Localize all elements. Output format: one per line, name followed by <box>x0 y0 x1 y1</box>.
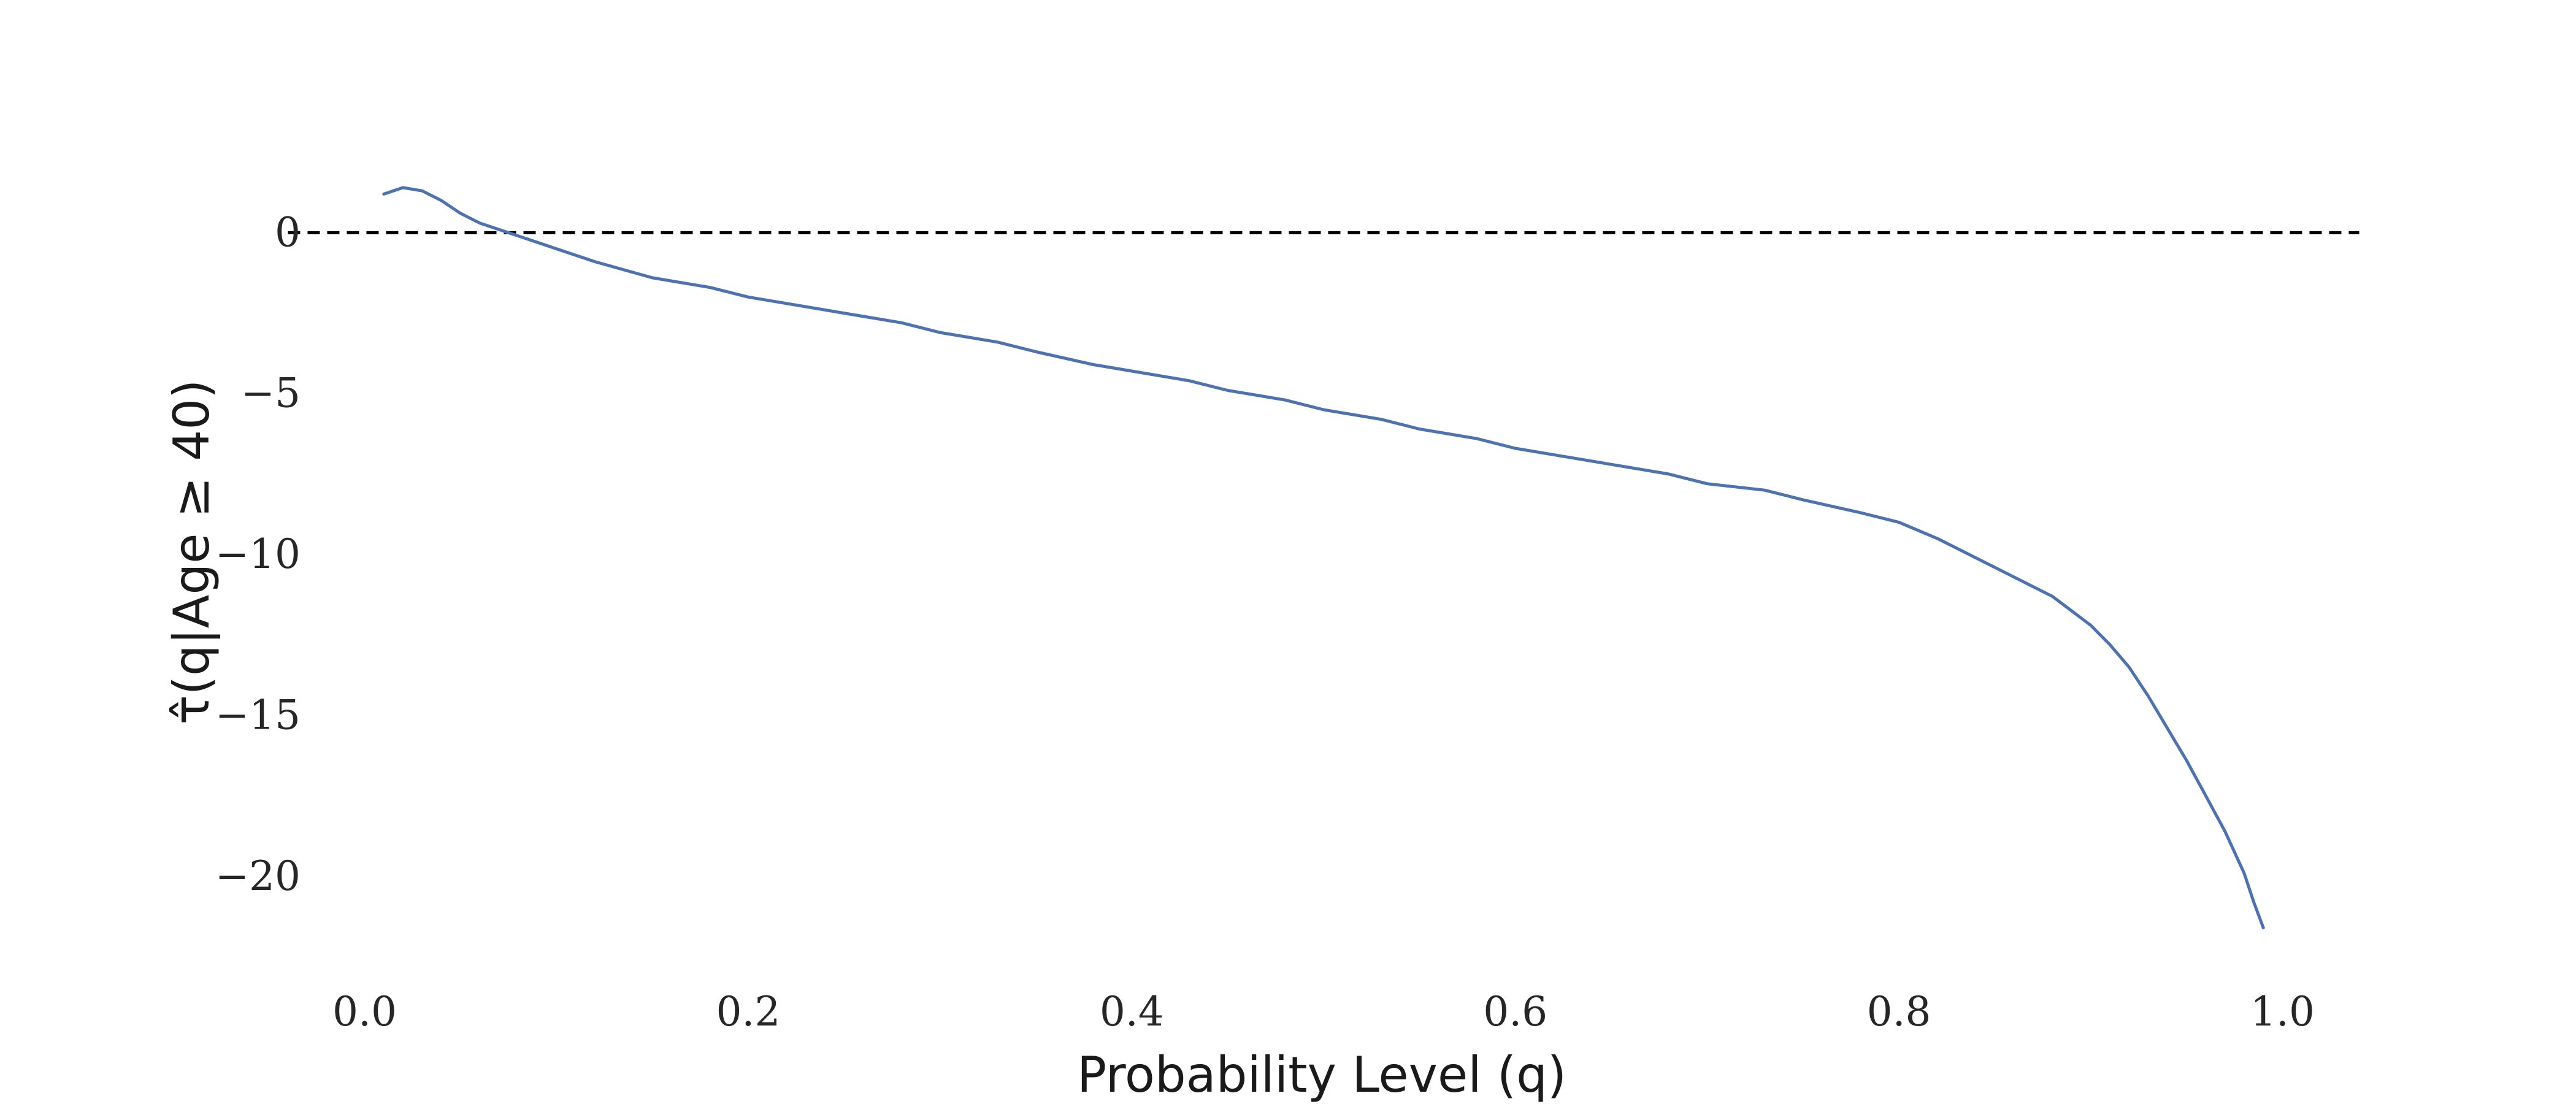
data-point <box>478 222 481 224</box>
data-point <box>1380 418 1382 421</box>
data-point <box>1476 437 1478 440</box>
x-axis-ticks: 0.0 0.2 0.4 0.6 0.8 1.0 <box>332 988 2315 1035</box>
data-point <box>708 286 711 289</box>
data-point <box>383 193 385 195</box>
data-point <box>1706 483 1708 485</box>
data-point <box>1130 370 1133 372</box>
x-tick-label: 0.4 <box>1100 988 1164 1035</box>
data-point <box>1860 512 1862 514</box>
data-point <box>1668 473 1670 475</box>
data-point <box>843 312 845 315</box>
data-point <box>2166 727 2169 729</box>
data-point <box>440 199 443 202</box>
data-point <box>2147 695 2150 697</box>
data-point <box>594 261 596 263</box>
data-point <box>1514 447 1517 450</box>
x-tick-label: 1.0 <box>2250 988 2315 1035</box>
data-point <box>1802 499 1804 501</box>
data-point <box>1572 457 1574 459</box>
data-point <box>536 241 539 243</box>
data-point <box>2262 927 2264 929</box>
x-tick-label: 0.8 <box>1867 988 1931 1035</box>
data-point <box>2051 595 2053 597</box>
y-tick-label: −15 <box>215 691 301 738</box>
series-line <box>382 186 2265 930</box>
y-tick-label: −10 <box>215 531 301 578</box>
y-axis-title: τ̂(q|Age ≥ 40) <box>163 380 221 725</box>
x-tick-label: 0.2 <box>716 988 780 1035</box>
data-point <box>747 296 749 298</box>
data-point <box>402 186 404 189</box>
data-point <box>1227 389 1229 392</box>
x-tick-label: 0.0 <box>332 988 397 1035</box>
data-point <box>996 341 999 343</box>
data-point <box>555 248 558 250</box>
data-point <box>517 235 519 237</box>
y-tick-label: 0 <box>275 209 301 256</box>
data-point <box>1610 463 1612 466</box>
data-point <box>1418 427 1420 430</box>
x-axis-title: Probability Level (q) <box>1077 1046 1566 1103</box>
data-point <box>1322 408 1325 411</box>
data-point <box>2109 643 2111 646</box>
data-point <box>2204 795 2207 797</box>
y-tick-label: −20 <box>215 853 301 900</box>
data-point <box>1763 489 1766 491</box>
data-point <box>421 190 423 192</box>
data-point <box>459 212 462 215</box>
data-point <box>1936 537 1939 540</box>
data-point <box>2224 830 2226 832</box>
data-point <box>2128 666 2130 669</box>
data-point <box>2090 624 2092 627</box>
data-point <box>2013 576 2015 578</box>
data-point <box>939 331 941 334</box>
data-point <box>2253 901 2255 903</box>
data-point <box>1974 556 1977 559</box>
data-point <box>651 277 654 279</box>
data-point <box>497 228 500 231</box>
data-point <box>2185 759 2188 762</box>
data-point <box>1284 399 1286 401</box>
y-axis-ticks: 0 −5 −10 −15 −20 <box>215 209 301 899</box>
data-point <box>1092 364 1095 366</box>
data-point <box>1035 351 1037 353</box>
x-tick-label: 0.6 <box>1483 988 1547 1035</box>
data-point <box>2243 872 2245 875</box>
data-point <box>1188 380 1190 382</box>
data-point <box>900 321 903 324</box>
data-point <box>1898 521 1900 524</box>
y-tick-label: −5 <box>241 370 301 417</box>
data-point <box>785 302 788 305</box>
series-points <box>383 186 2264 929</box>
